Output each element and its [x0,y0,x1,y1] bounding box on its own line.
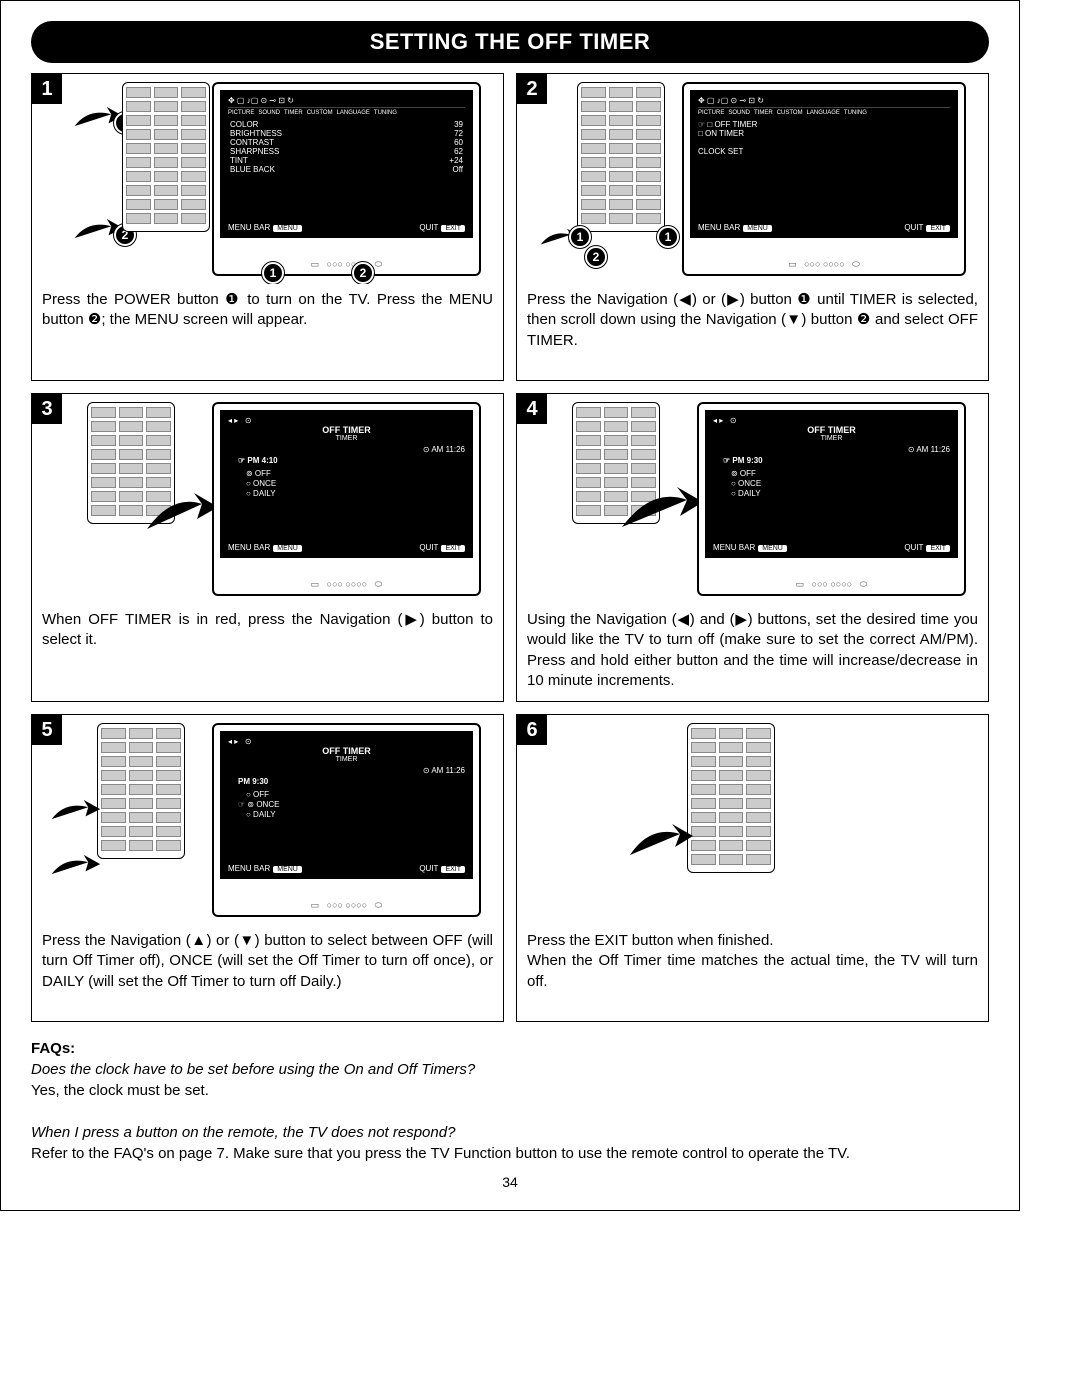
step-6: 6 Press the EXIT button when finished. W… [516,714,989,1022]
step-number: 2 [517,74,547,104]
step-4: 4 ◂ ▸ ⊙ OFF TIMER TIMER ⊙ AM 11:2 [516,393,989,702]
tv-illustration: ◂ ▸ ⊙ OFF TIMER TIMER ⊙ AM 11:26 PM 9:30… [212,723,481,917]
tv-illustration: ◂ ▸ ⊙ OFF TIMER TIMER ⊙ AM 11:26 ☞ PM 9:… [697,402,966,596]
step-3: 3 ◂ ▸ ⊙ OFF TIMER TIMER ⊙ AM 11: [31,393,504,702]
callout-1: 1 [657,226,679,248]
faq-question: Does the clock have to be set before usi… [31,1059,989,1080]
step-description: Press the EXIT button when finished. Whe… [517,925,988,1021]
timer-menu: ☞ □ OFF TIMER □ ON TIMER CLOCK SET [698,120,950,156]
step-description: Press the Navigation (▲) or (▼) button t… [32,925,503,1021]
remote-illustration [122,82,210,232]
page-title: SETTING THE OFF TIMER [31,21,989,63]
step-number: 5 [32,715,62,745]
callout-2: 2 [352,262,374,284]
step-description: When OFF TIMER is in red, press the Navi… [32,604,503,700]
step-description: Press the POWER button ❶ to turn on the … [32,284,503,380]
tv-illustration: ◂ ▸ ⊙ OFF TIMER TIMER ⊙ AM 11:26 ☞ PM 4:… [212,402,481,596]
remote-illustration [577,82,665,232]
arrow-icon [47,850,102,880]
menu-tabs: ✥ ▢ ♪▢ ⊙ ⊸ ⊡ ↻ [228,96,465,108]
callout-2: 2 [585,246,607,268]
remote-illustration [97,723,185,859]
faq-question: When I press a button on the remote, the… [31,1122,989,1143]
step-number: 6 [517,715,547,745]
step-description: Press the Navigation (◀) or (▶) button ❶… [517,284,988,380]
callout-1: 1 [569,226,591,248]
faqs-heading: FAQs: [31,1038,989,1059]
remote-illustration [687,723,775,873]
tv-illustration: ✥ ▢ ♪▢ ⊙ ⊸ ⊡ ↻ PICTURESOUNDTIMERCUSTOMLA… [212,82,481,276]
step-number: 1 [32,74,62,104]
faqs-section: FAQs: Does the clock have to be set befo… [31,1038,989,1164]
step-1: 1 1 2 [31,73,504,381]
step-number: 3 [32,394,62,424]
callout-1: 1 [262,262,284,284]
faq-answer: Refer to the FAQ's on page 7. Make sure … [31,1143,989,1164]
step-description: Using the Navigation (◀) and (▶) buttons… [517,604,988,701]
step-2: 2 1 2 1 ✥ ▢ ♪▢ [516,73,989,381]
menu-tabs: ✥ ▢ ♪▢ ⊙ ⊸ ⊡ ↻ [698,96,950,108]
tv-illustration: ✥ ▢ ♪▢ ⊙ ⊸ ⊡ ↻ PICTURESOUNDTIMERCUSTOMLA… [682,82,966,276]
steps-grid: 1 1 2 [31,73,989,1022]
arrow-icon [617,482,707,532]
arrow-icon [625,820,695,860]
page-number: 34 [31,1174,989,1190]
faq-answer: Yes, the clock must be set. [31,1080,989,1101]
arrow-icon [142,489,222,534]
step-number: 4 [517,394,547,424]
step-5: 5 ◂ ▸ ⊙ OFF TIMER [31,714,504,1022]
picture-menu: COLOR39 BRIGHTNESS72 CONTRAST60 SHARPNES… [228,120,465,174]
arrow-icon [47,795,102,825]
